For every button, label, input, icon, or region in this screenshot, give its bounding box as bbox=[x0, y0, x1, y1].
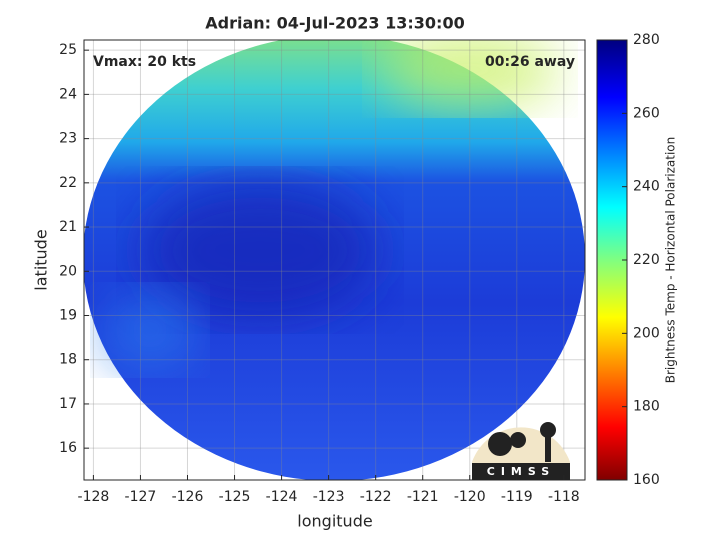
y-tick-label: 18 bbox=[59, 352, 77, 368]
logo-text: CIMSS bbox=[487, 465, 555, 478]
y-tick-label: 20 bbox=[59, 263, 77, 279]
x-tick-label: -118 bbox=[548, 489, 580, 505]
x-axis-label: longitude bbox=[297, 512, 372, 531]
chart-title: Adrian: 04-Jul-2023 13:30:00 bbox=[205, 14, 464, 33]
plot-frame bbox=[83, 39, 586, 481]
colorbar-label: Brightness Temp - Horizontal Polarizatio… bbox=[664, 137, 678, 384]
colorbar-tick-label: 240 bbox=[633, 179, 660, 195]
y-tick-label: 23 bbox=[59, 131, 77, 147]
x-tick-label: -126 bbox=[172, 489, 204, 505]
logo: CIMSS bbox=[472, 422, 570, 480]
x-tick-label: -124 bbox=[266, 489, 298, 505]
x-tick-label: -122 bbox=[360, 489, 392, 505]
y-tick-label: 24 bbox=[59, 86, 77, 102]
x-tick-label: -125 bbox=[219, 489, 251, 505]
colorbar-tick-label: 280 bbox=[633, 32, 660, 48]
annotation: Vmax: 20 kts bbox=[93, 54, 196, 70]
x-tick-label: -120 bbox=[454, 489, 486, 505]
colorbar-tick-label: 220 bbox=[633, 252, 660, 268]
y-tick-label: 25 bbox=[59, 42, 77, 58]
colorbar-tick-label: 260 bbox=[633, 105, 660, 121]
x-tick-label: -128 bbox=[78, 489, 110, 505]
y-tick-label: 16 bbox=[59, 440, 77, 456]
x-tick-label: -123 bbox=[313, 489, 345, 505]
x-tick-label: -127 bbox=[125, 489, 157, 505]
y-axis-label: latitude bbox=[32, 229, 51, 290]
y-tick-label: 19 bbox=[59, 307, 77, 323]
y-tick-label: 22 bbox=[59, 175, 77, 191]
x-tick-label: -119 bbox=[501, 489, 533, 505]
x-tick-label: -121 bbox=[407, 489, 439, 505]
satellite-image bbox=[84, 40, 585, 480]
annotation: 00:26 away bbox=[485, 54, 575, 70]
y-tick-label: 21 bbox=[59, 219, 77, 235]
colorbar-tick-label: 180 bbox=[633, 399, 660, 415]
y-tick-label: 17 bbox=[59, 396, 77, 412]
colorbar-tick-label: 200 bbox=[633, 325, 660, 341]
colorbar-tick-label: 160 bbox=[633, 472, 660, 488]
